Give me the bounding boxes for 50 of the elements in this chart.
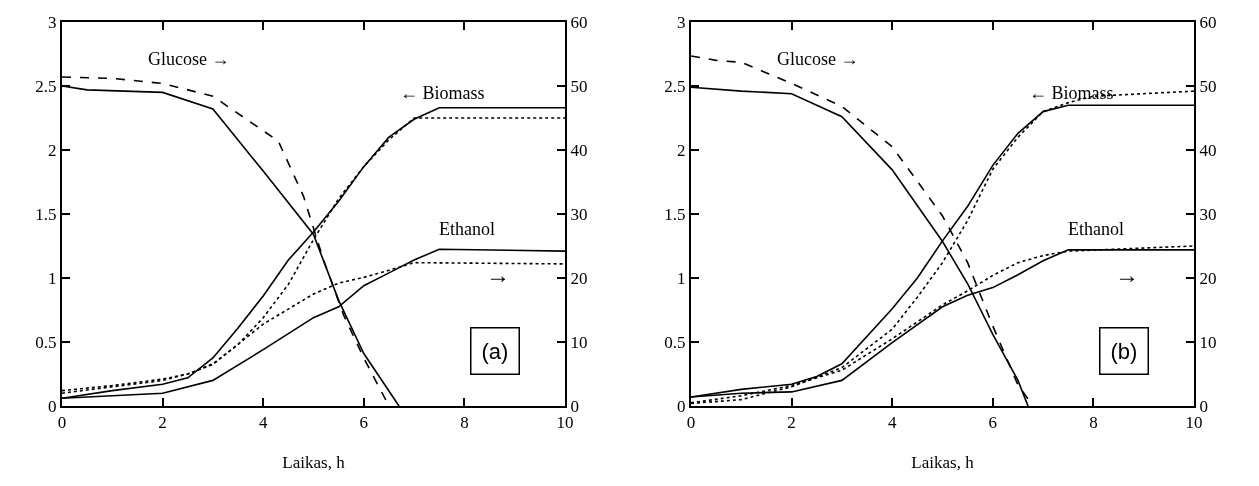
y2-tick-label: 20 xyxy=(1199,268,1217,288)
y-tick-label: 1 xyxy=(677,268,686,288)
annotation: Glucose → xyxy=(148,49,230,69)
y-tick-label: 2.5 xyxy=(35,76,57,96)
x-tick-label: 10 xyxy=(1185,413,1203,433)
y2-tick-label: 60 xyxy=(1199,12,1217,32)
y-tick-label: 1 xyxy=(48,268,57,288)
annotation: ← Biomass xyxy=(1029,83,1114,103)
annotation: ← Biomass xyxy=(400,83,485,103)
annotation: Ethanol xyxy=(1068,219,1124,239)
x-axis-title: Laikas, h xyxy=(282,453,346,472)
annotation: Glucose → xyxy=(777,49,859,69)
y-tick-label: 2.5 xyxy=(664,76,686,96)
annotation: → xyxy=(486,262,510,288)
y-tick-label: 1.5 xyxy=(664,204,686,224)
y-tick-label: 0 xyxy=(48,396,57,416)
y2-tick-label: 20 xyxy=(570,268,588,288)
y-tick-label: 3 xyxy=(48,12,57,32)
y2-tick-label: 40 xyxy=(1199,140,1217,160)
y2-tick-label: 40 xyxy=(570,140,588,160)
x-tick-label: 4 xyxy=(887,413,897,433)
x-tick-label: 2 xyxy=(787,413,796,433)
y2-tick-label: 0 xyxy=(1199,396,1208,416)
x-tick-label: 6 xyxy=(359,413,369,433)
y-tick-label: 0.5 xyxy=(35,332,57,352)
annotation: (a) xyxy=(481,338,509,364)
y-tick-label: 2 xyxy=(677,140,686,160)
x-axis-title: Laikas, h xyxy=(911,453,975,472)
y2-tick-label: 50 xyxy=(1199,76,1217,96)
y2-tick-label: 30 xyxy=(1199,204,1217,224)
x-tick-label: 8 xyxy=(1089,413,1098,433)
y2-tick-label: 30 xyxy=(570,204,588,224)
y-tick-label: 3 xyxy=(677,12,686,32)
x-tick-label: 10 xyxy=(556,413,574,433)
y2-tick-label: 10 xyxy=(570,332,588,352)
x-tick-label: 4 xyxy=(258,413,268,433)
annotation: Ethanol xyxy=(439,219,495,239)
y2-tick-label: 10 xyxy=(1199,332,1217,352)
y2-tick-label: 60 xyxy=(570,12,588,32)
y2-tick-label: 0 xyxy=(570,396,579,416)
y-tick-label: 0 xyxy=(677,396,686,416)
annotation: (b) xyxy=(1110,338,1138,364)
annotation: → xyxy=(1115,262,1139,288)
x-tick-label: 6 xyxy=(988,413,998,433)
y-tick-label: 0.5 xyxy=(664,332,686,352)
x-tick-label: 8 xyxy=(460,413,469,433)
y-tick-label: 2 xyxy=(48,140,57,160)
y-tick-label: 1.5 xyxy=(35,204,57,224)
x-tick-label: 2 xyxy=(158,413,167,433)
y2-tick-label: 50 xyxy=(570,76,588,96)
